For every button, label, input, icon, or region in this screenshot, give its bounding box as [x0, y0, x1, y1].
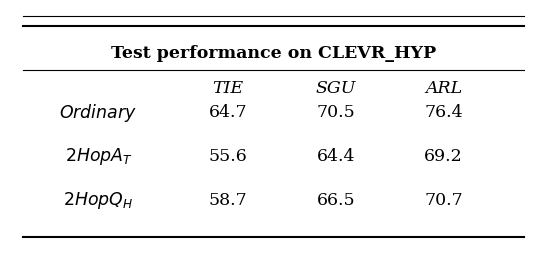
Text: $\mathit{2HopQ_H}$: $\mathit{2HopQ_H}$: [63, 190, 133, 211]
Text: Test performance on CLEVR_HYP: Test performance on CLEVR_HYP: [111, 45, 436, 62]
Text: 66.5: 66.5: [317, 193, 355, 210]
Text: $\mathit{Ordinary}$: $\mathit{Ordinary}$: [60, 102, 138, 124]
Text: 55.6: 55.6: [209, 148, 247, 165]
Text: 70.5: 70.5: [317, 104, 355, 121]
Text: 64.4: 64.4: [317, 148, 355, 165]
Text: 58.7: 58.7: [209, 193, 247, 210]
Text: 70.7: 70.7: [424, 193, 463, 210]
Text: 69.2: 69.2: [424, 148, 463, 165]
Text: ARL: ARL: [425, 80, 462, 97]
Text: 76.4: 76.4: [424, 104, 463, 121]
Text: TIE: TIE: [212, 80, 243, 97]
Text: $\mathit{2HopA_T}$: $\mathit{2HopA_T}$: [64, 146, 132, 167]
Text: SGU: SGU: [315, 80, 356, 97]
Text: 64.7: 64.7: [209, 104, 247, 121]
